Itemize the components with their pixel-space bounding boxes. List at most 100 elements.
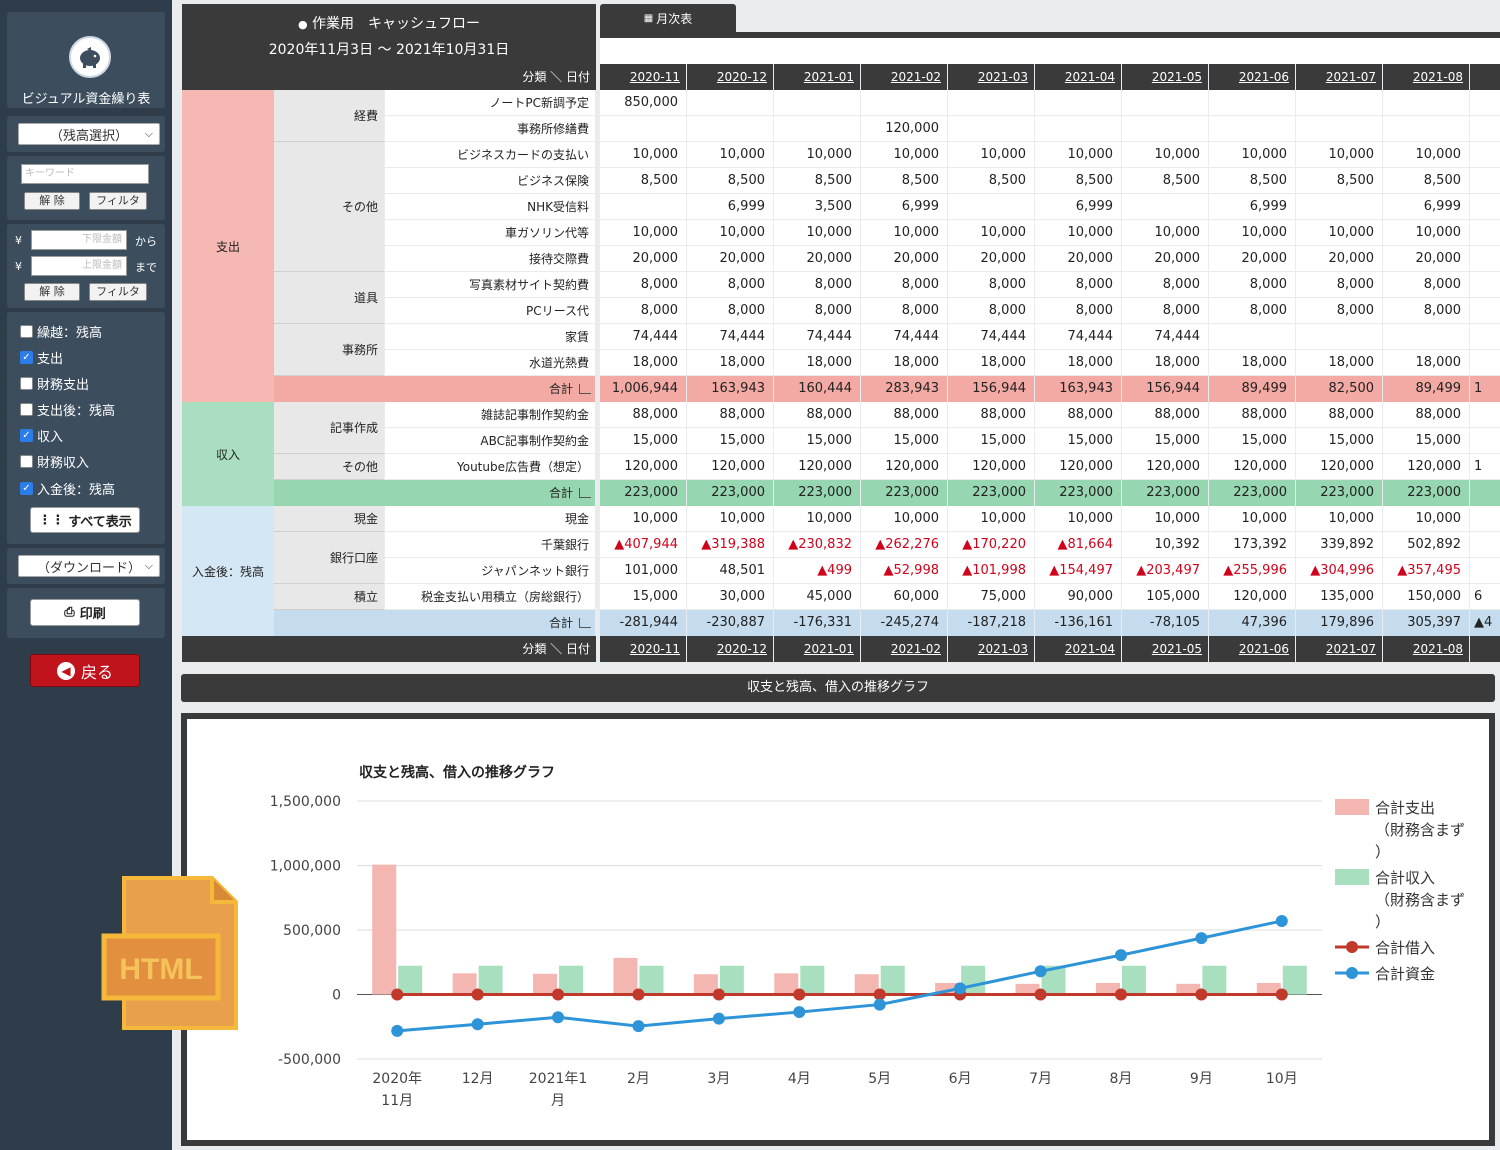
table-cell: 20,000: [1035, 246, 1121, 271]
total-cell: 82,500: [1296, 376, 1382, 402]
checkbox-unchecked-icon[interactable]: [20, 324, 33, 338]
table-cell: [687, 116, 773, 141]
back-button[interactable]: ◀ 戻る: [30, 654, 140, 687]
total-cell: 223,000: [1296, 480, 1382, 506]
table-cell: 20,000: [1209, 246, 1295, 271]
table-cell: 18,000: [861, 350, 947, 375]
y-tick-label: -500,000: [278, 1052, 341, 1068]
table-cell: 8,500: [1035, 168, 1121, 193]
table-cell: 20,000: [1296, 246, 1382, 271]
table-cell: 8,500: [1209, 168, 1295, 193]
download-select[interactable]: （ダウンロード） ⌵: [18, 555, 160, 577]
month-header-link[interactable]: 2021-03: [948, 64, 1034, 90]
amount-clear-button[interactable]: 解 除: [24, 283, 80, 301]
table-cell-overflow: [1470, 350, 1500, 375]
month-header-link[interactable]: 2020-12: [687, 636, 773, 662]
table-cell: 48,501: [687, 558, 773, 583]
total-cell: 47,396: [1209, 610, 1295, 636]
filter-checkbox-row[interactable]: 繰越：残高: [20, 321, 102, 341]
month-header-link[interactable]: 2021-04: [1035, 64, 1121, 90]
area-chart-icon[interactable]: [579, 618, 591, 628]
filter-checkbox-row[interactable]: ✓ 入金後：残高: [20, 478, 115, 498]
table-cell: 10,000: [600, 220, 686, 245]
area-chart-icon[interactable]: [579, 384, 591, 394]
keyword-filter-button[interactable]: フィルタ: [89, 192, 147, 210]
table-cell: 120,000: [1035, 454, 1121, 479]
tab-monthly-label: 月次表: [656, 11, 693, 26]
download-panel: （ダウンロード） ⌵: [7, 548, 165, 584]
month-header-link[interactable]: 2021-01: [774, 636, 860, 662]
month-header-link[interactable]: 2021-01: [774, 64, 860, 90]
table-cell: 339,892: [1296, 532, 1382, 557]
balance-select[interactable]: （残高選択） ⌵: [18, 123, 160, 145]
print-button[interactable]: ⎙ 印刷: [30, 599, 140, 626]
month-header-link[interactable]: 2021-04: [1035, 636, 1121, 662]
month-header-link[interactable]: 2021-06: [1209, 64, 1295, 90]
month-header-link[interactable]: 2021-05: [1122, 636, 1208, 662]
table-cell: 120,000: [687, 454, 773, 479]
month-header-link[interactable]: 2021-08: [1383, 636, 1469, 662]
total-cell: 223,000: [1122, 480, 1208, 506]
filter-checkbox-row[interactable]: 財務収入: [20, 451, 89, 471]
checkbox-checked-icon[interactable]: ✓: [20, 428, 33, 442]
filter-checkbox-row[interactable]: 財務支出: [20, 373, 89, 393]
tab-monthly[interactable]: ▦ 月次表: [600, 4, 736, 32]
row-label: NHK受信料: [385, 194, 595, 219]
table-cell: 10,000: [948, 142, 1034, 167]
total-label: 合計: [274, 480, 595, 506]
to-label: まで: [135, 261, 157, 274]
table-cell-overflow: [1470, 532, 1500, 557]
amount-filter-button[interactable]: フィルタ: [89, 283, 147, 301]
filter-checkbox-row[interactable]: ✓ 収入: [20, 425, 63, 445]
table-cell: 6,999: [1035, 194, 1121, 219]
data-point: [954, 982, 967, 995]
chart-section-title: 収支と残高、借入の推移グラフ: [181, 674, 1495, 702]
checkbox-checked-icon[interactable]: ✓: [20, 481, 33, 495]
total-cell: -245,274: [861, 610, 947, 636]
month-header-link[interactable]: 2020-11: [600, 64, 686, 90]
month-header-link[interactable]: 2020-11: [600, 636, 686, 662]
month-header-link[interactable]: 2021-02: [861, 64, 947, 90]
table-cell: 6,999: [861, 194, 947, 219]
table-cell-overflow: [1470, 90, 1500, 115]
bar: [398, 965, 423, 995]
checkbox-unchecked-icon[interactable]: [20, 454, 33, 468]
table-cell: ▲499: [774, 558, 860, 583]
month-header-link[interactable]: 2021-07: [1296, 64, 1382, 90]
month-header-link[interactable]: 2021-08: [1383, 64, 1469, 90]
print-panel: ⎙ 印刷: [7, 588, 165, 638]
month-header-link[interactable]: 2021-05: [1122, 64, 1208, 90]
table-cell: 18,000: [948, 350, 1034, 375]
table-cell: [1122, 116, 1208, 141]
row-label: PCリース代: [385, 298, 595, 323]
area-chart-icon[interactable]: [579, 488, 591, 498]
table-cell: 10,000: [687, 220, 773, 245]
table-cell: 20,000: [1383, 246, 1469, 271]
keyword-input[interactable]: キーワード: [21, 164, 149, 184]
min-amount-input[interactable]: 下限金額: [31, 230, 127, 250]
row-label: ビジネス保険: [385, 168, 595, 193]
month-header-link[interactable]: 2021-07: [1296, 636, 1382, 662]
month-header-link[interactable]: 2020-12: [687, 64, 773, 90]
filter-checkbox-row[interactable]: 支出後：残高: [20, 399, 115, 419]
table-cell-overflow: [1470, 168, 1500, 193]
month-header-link[interactable]: 2021-06: [1209, 636, 1295, 662]
checkbox-checked-icon[interactable]: ✓: [20, 350, 33, 364]
html-badge-text: HTML: [119, 953, 202, 986]
data-point: [793, 988, 806, 1001]
show-all-button[interactable]: ⋮⋮ すべて表示: [30, 507, 140, 533]
table-cell: [1122, 194, 1208, 219]
table-cell: [1296, 90, 1382, 115]
max-amount-input[interactable]: 上限金額: [31, 256, 127, 276]
total-cell: 223,000: [948, 480, 1034, 506]
table-cell: 88,000: [1383, 402, 1469, 427]
month-header-link[interactable]: 2021-03: [948, 636, 1034, 662]
filter-checkbox-row[interactable]: ✓ 支出: [20, 347, 63, 367]
data-point: [471, 988, 484, 1001]
checkbox-unchecked-icon[interactable]: [20, 402, 33, 416]
checkbox-unchecked-icon[interactable]: [20, 376, 33, 390]
month-header-link[interactable]: 2021-02: [861, 636, 947, 662]
keyword-clear-button[interactable]: 解 除: [24, 192, 80, 210]
table-cell: 10,000: [774, 142, 860, 167]
total-cell: 223,000: [1035, 480, 1121, 506]
